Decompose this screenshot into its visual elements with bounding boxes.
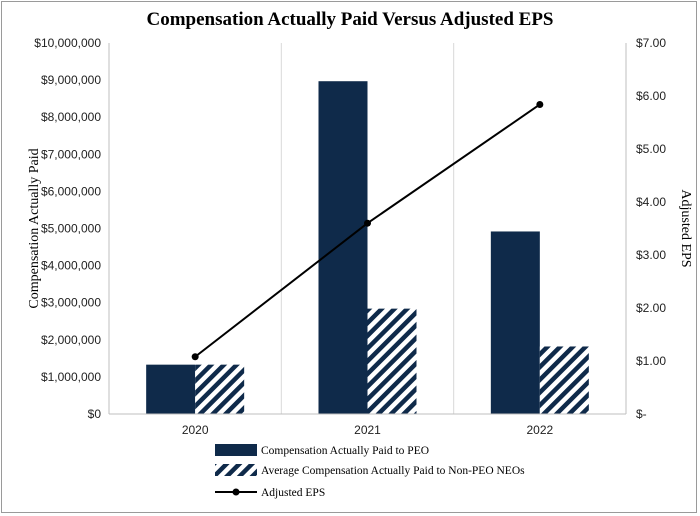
bar-peo-2020 xyxy=(146,364,196,414)
y-tick-label: $8,000,000 xyxy=(41,110,101,124)
y2-tick-label: $- xyxy=(636,407,647,421)
legend-label: Compensation Actually Paid to PEO xyxy=(261,445,429,457)
eps-point-2021 xyxy=(364,219,371,227)
eps-line-group xyxy=(191,100,544,361)
eps-point-2020 xyxy=(191,353,199,361)
x-tick-label: 2020 xyxy=(182,423,209,437)
y-tick-label: $3,000,000 xyxy=(41,296,101,310)
y-tick-label: $10,000,000 xyxy=(34,36,101,50)
y2-tick-label: $7.00 xyxy=(636,36,666,50)
y2-tick-labels: $- $1.00 $2.00 $3.00 $4.00 $5.00 $6.00 $7.00 xyxy=(636,36,666,421)
legend: Compensation Actually Paid to PEO Average… xyxy=(215,444,525,499)
y-tick-label: $1,000,000 xyxy=(41,370,101,384)
bar-peo-2021 xyxy=(318,81,368,414)
grid-lines xyxy=(280,43,455,414)
legend-swatch-marker xyxy=(232,488,240,496)
y-tick-label: $4,000,000 xyxy=(41,259,101,273)
bar-non-peo-2020 xyxy=(195,364,245,414)
y-tick-labels: $0 $1,000,000 $2,000,000 $3,000,000 $4,000,0… xyxy=(34,36,101,421)
y-tick-label: $5,000,000 xyxy=(41,222,101,236)
y-tick-label: $6,000,000 xyxy=(41,184,101,198)
axes xyxy=(108,43,627,415)
bar-peo-2022 xyxy=(490,231,540,414)
bar-non-peo-2022 xyxy=(539,346,589,414)
x-tick-label: 2022 xyxy=(526,423,553,437)
y-axis-title: Compensation Actually Paid xyxy=(27,148,42,308)
y2-tick-label: $3.00 xyxy=(636,248,666,262)
y2-tick-label: $2.00 xyxy=(636,301,666,315)
y2-tick-label: $6.00 xyxy=(636,89,666,103)
y-tick-label: $0 xyxy=(88,407,102,421)
y-tick-label: $2,000,000 xyxy=(41,333,101,347)
legend-swatch-solid xyxy=(215,444,257,456)
x-tick-labels: 2020 2021 2022 xyxy=(182,423,554,437)
y2-axis-title: Adjusted EPS xyxy=(678,189,693,267)
legend-swatch-hatched xyxy=(215,464,257,476)
y-tick-label: $9,000,000 xyxy=(41,73,101,87)
y2-tick-label: $4.00 xyxy=(636,195,666,209)
bar-group xyxy=(146,81,589,414)
eps-point-2022 xyxy=(536,100,544,108)
x-tick-label: 2021 xyxy=(354,423,381,437)
bar-non-peo-2021 xyxy=(367,308,417,414)
y2-tick-label: $5.00 xyxy=(636,142,666,156)
legend-label: Average Compensation Actually Paid to No… xyxy=(261,465,525,477)
y-tick-label: $7,000,000 xyxy=(41,147,101,161)
chart-title: Compensation Actually Paid Versus Adjust… xyxy=(147,9,554,30)
legend-label: Adjusted EPS xyxy=(261,487,325,499)
y2-tick-label: $1.00 xyxy=(636,354,666,368)
